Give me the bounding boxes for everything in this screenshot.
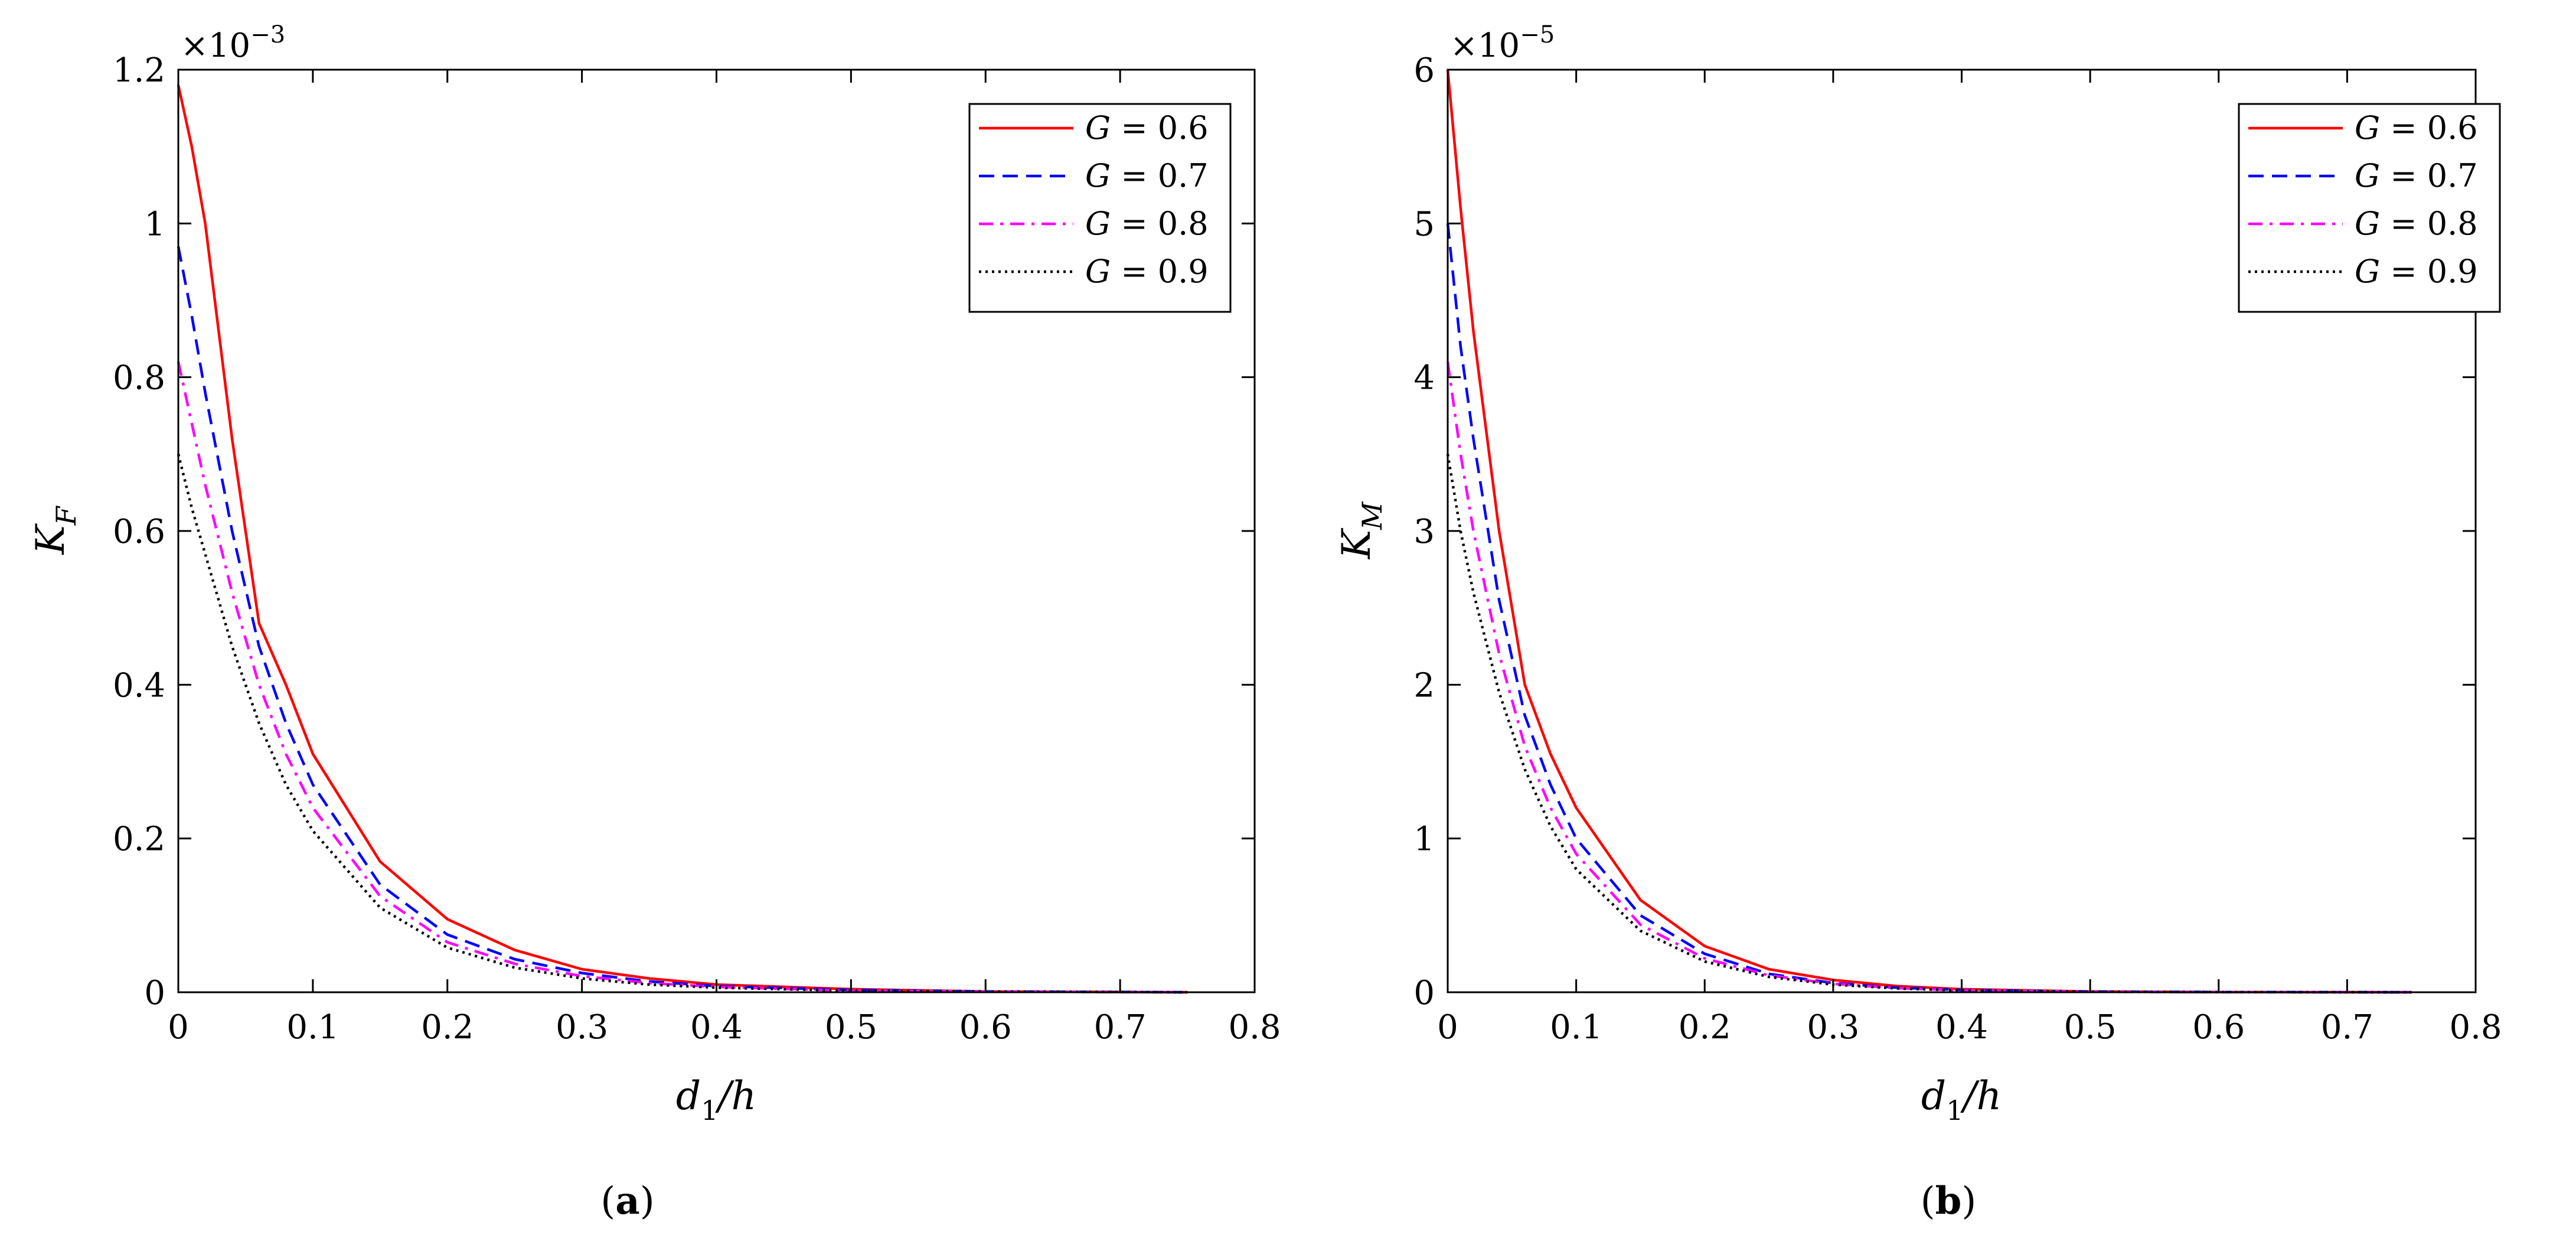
series-line-09 xyxy=(1446,454,2412,994)
panel-b-series xyxy=(1446,69,2412,994)
y-tick-label: 6 xyxy=(1413,51,1435,90)
panel-a-legend-box xyxy=(968,103,1232,313)
panel-b: 0 0.1 0.2 0.3 0.4 0.5 0.6 0.7 0.8 0 1 2 … xyxy=(1334,21,2502,1223)
panel-b-caption: (b) xyxy=(1921,1179,1977,1223)
y-tick-label: 4 xyxy=(1413,359,1435,397)
panel-a: 0 0.1 0.2 0.3 0.4 0.5 0.6 0.7 0.8 0 0.2 … xyxy=(28,21,1281,1223)
panel-a-tick-marks xyxy=(177,69,1256,993)
x-tick-label: 0.7 xyxy=(2321,1008,2373,1047)
panel-a-y-exponent: ×10−3 xyxy=(181,21,285,65)
series-line-07 xyxy=(1446,223,2412,994)
y-tick-label: 0.6 xyxy=(113,513,165,551)
x-tick-label: 0.1 xyxy=(286,1008,339,1047)
x-tick-label: 0.8 xyxy=(1228,1008,1281,1047)
panel-b-x-axis-label: d1/h xyxy=(1921,1073,2002,1126)
legend-label: G = 0.9 xyxy=(2355,253,2478,290)
x-tick-label: 0.4 xyxy=(1935,1008,1988,1047)
legend-label: G = 0.8 xyxy=(1085,205,1209,242)
y-tick-label: 1 xyxy=(1413,820,1435,859)
x-tick-label: 0 xyxy=(1437,1008,1458,1047)
y-tick-label: 0.4 xyxy=(113,666,165,705)
x-tick-label: 0.4 xyxy=(690,1008,743,1047)
panel-a-y-axis-label: KF xyxy=(28,505,82,555)
x-tick-label: 0 xyxy=(168,1008,189,1047)
panel-a-x-tick-labels: 0 0.1 0.2 0.3 0.4 0.5 0.6 0.7 0.8 xyxy=(168,1008,1281,1047)
y-tick-label: 1 xyxy=(144,205,165,243)
series-line-09 xyxy=(177,454,1188,994)
legend-label: G = 0.8 xyxy=(2355,205,2478,242)
panel-b-y-exponent: ×10−5 xyxy=(1450,21,1555,65)
panel-a-y-tick-labels: 0 0.2 0.4 0.6 0.8 1 1.2 xyxy=(113,51,165,1012)
x-tick-label: 0.2 xyxy=(1679,1008,1731,1047)
panel-a-series xyxy=(177,84,1188,994)
y-tick-label: 0.8 xyxy=(113,359,165,397)
legend-label: G = 0.9 xyxy=(1085,253,1209,290)
x-tick-label: 0.6 xyxy=(2192,1008,2245,1047)
x-tick-label: 0.3 xyxy=(556,1008,608,1047)
series-line-08 xyxy=(177,361,1188,994)
panel-a-legend-swatches xyxy=(979,126,1073,273)
x-tick-label: 0.7 xyxy=(1094,1008,1147,1047)
y-tick-label: 0 xyxy=(1413,974,1435,1012)
x-tick-label: 0.8 xyxy=(2449,1008,2502,1047)
series-line-07 xyxy=(177,246,1188,994)
panel-b-legend-box xyxy=(2238,103,2501,313)
panel-b-x-tick-labels: 0 0.1 0.2 0.3 0.4 0.5 0.6 0.7 0.8 xyxy=(1437,1008,2502,1047)
y-tick-label: 5 xyxy=(1413,205,1435,243)
y-tick-label: 1.2 xyxy=(113,51,165,90)
legend-label: G = 0.7 xyxy=(1085,157,1209,194)
series-line-06 xyxy=(177,84,1188,994)
x-tick-label: 0.3 xyxy=(1807,1008,1859,1047)
panel-b-legend: G = 0.6 G = 0.7 G = 0.8 G = 0.9 xyxy=(2238,103,2501,313)
y-tick-label: 0 xyxy=(144,974,165,1012)
panel-b-tick-marks xyxy=(1447,69,2477,993)
x-tick-label: 0.5 xyxy=(2064,1008,2117,1047)
panel-b-y-axis-label: KM xyxy=(1334,501,1388,559)
y-tick-label: 2 xyxy=(1413,666,1435,705)
legend-label: G = 0.6 xyxy=(2355,109,2478,146)
legend-label: G = 0.6 xyxy=(1085,109,1209,146)
panel-a-caption: (a) xyxy=(600,1179,654,1223)
panel-a-legend: G = 0.6 G = 0.7 G = 0.8 G = 0.9 xyxy=(968,103,1232,313)
x-tick-label: 0.1 xyxy=(1550,1008,1602,1047)
x-tick-label: 0.5 xyxy=(825,1008,877,1047)
panel-b-legend-swatches xyxy=(2248,126,2343,273)
y-tick-label: 3 xyxy=(1413,513,1435,551)
legend-label: G = 0.7 xyxy=(2355,157,2478,194)
series-line-08 xyxy=(1446,361,2412,994)
x-tick-label: 0.2 xyxy=(421,1008,474,1047)
x-tick-label: 0.6 xyxy=(959,1008,1012,1047)
panel-b-y-tick-labels: 0 1 2 3 4 5 6 xyxy=(1413,51,1435,1012)
y-tick-label: 0.2 xyxy=(113,820,165,859)
panel-a-x-axis-label: d1/h xyxy=(676,1073,756,1126)
